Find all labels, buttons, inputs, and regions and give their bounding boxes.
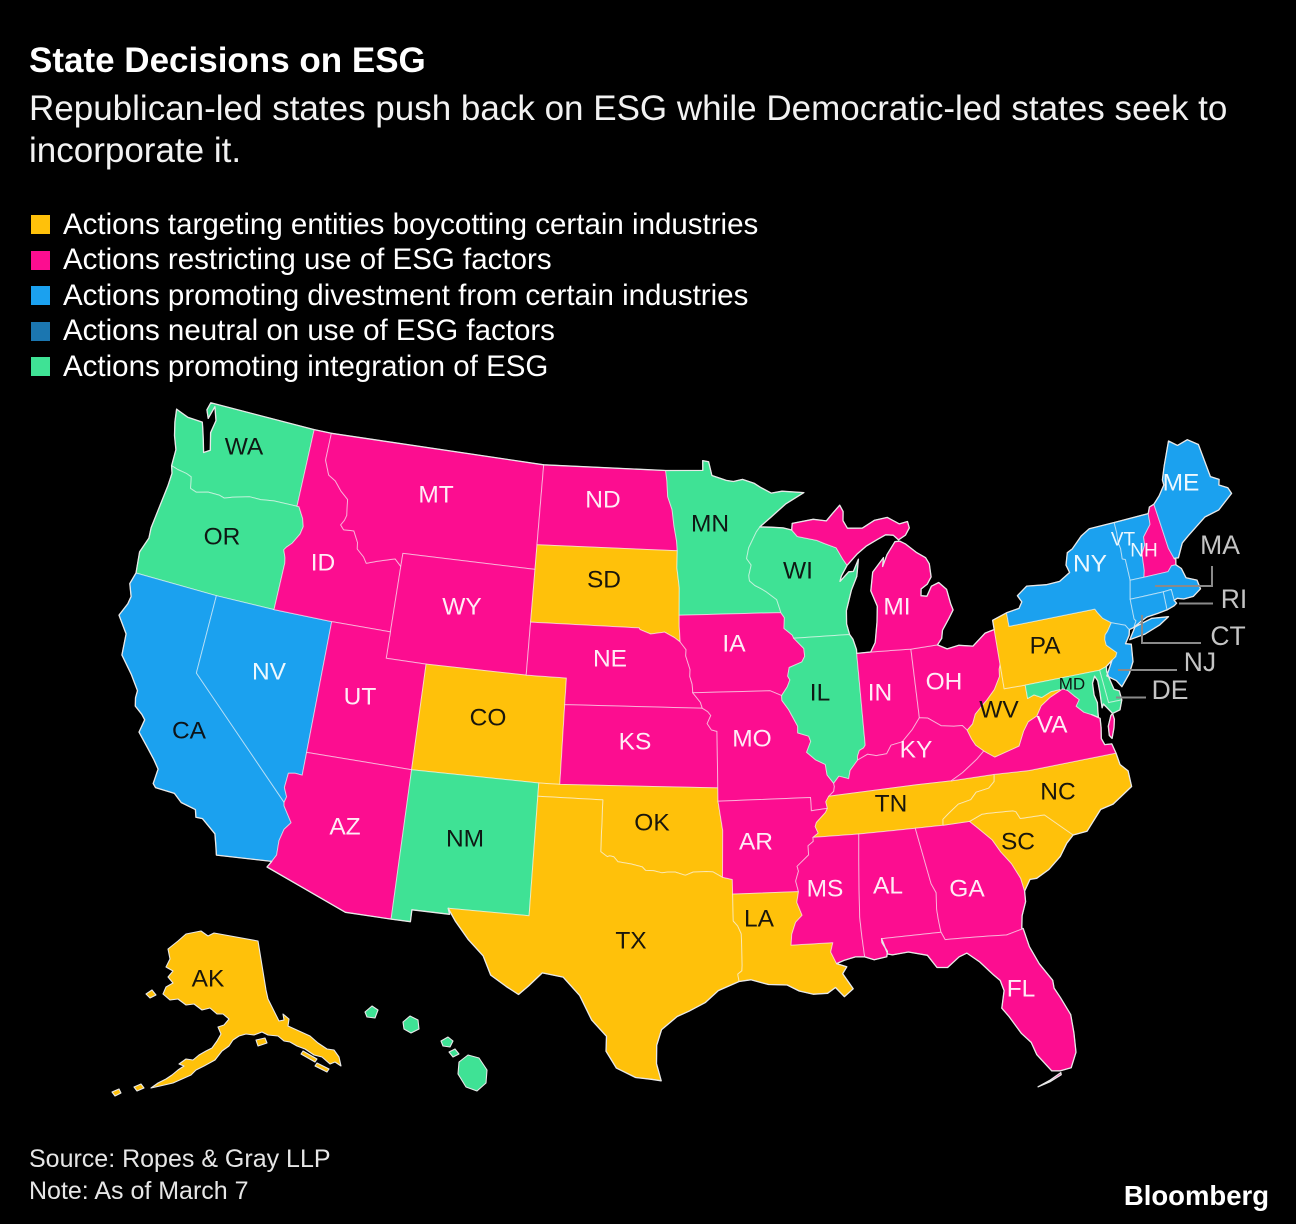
svg-text:MS: MS <box>807 876 844 903</box>
svg-text:AL: AL <box>873 873 903 900</box>
svg-text:SD: SD <box>587 567 621 594</box>
svg-text:NY: NY <box>1073 551 1107 578</box>
svg-text:IN: IN <box>868 680 893 707</box>
svg-text:WY: WY <box>442 594 481 621</box>
svg-text:VA: VA <box>1037 712 1069 739</box>
svg-text:ND: ND <box>585 487 620 514</box>
svg-text:FL: FL <box>1007 976 1036 1003</box>
svg-text:CT: CT <box>1210 621 1245 651</box>
svg-text:OK: OK <box>634 810 670 837</box>
svg-text:MO: MO <box>732 726 771 753</box>
svg-text:DE: DE <box>1152 675 1189 705</box>
svg-text:SC: SC <box>1001 829 1035 856</box>
svg-text:CA: CA <box>172 718 207 745</box>
svg-text:PA: PA <box>1030 633 1062 660</box>
svg-text:WV: WV <box>979 697 1019 724</box>
svg-text:KS: KS <box>619 729 652 756</box>
svg-text:OR: OR <box>204 524 241 551</box>
svg-text:LA: LA <box>744 906 775 933</box>
svg-text:NJ: NJ <box>1184 647 1216 677</box>
svg-text:WI: WI <box>783 558 813 585</box>
svg-text:TX: TX <box>615 928 646 955</box>
svg-text:MT: MT <box>418 482 453 509</box>
svg-text:UT: UT <box>344 684 377 711</box>
svg-text:MI: MI <box>883 594 910 621</box>
svg-text:MA: MA <box>1200 530 1240 560</box>
svg-text:AZ: AZ <box>329 814 360 841</box>
svg-text:WA: WA <box>225 434 264 461</box>
svg-text:RI: RI <box>1221 584 1248 614</box>
svg-text:AR: AR <box>739 829 773 856</box>
svg-text:NM: NM <box>446 826 484 853</box>
svg-text:IL: IL <box>810 680 830 707</box>
svg-text:AK: AK <box>192 966 225 993</box>
svg-text:NC: NC <box>1040 779 1075 806</box>
svg-text:ID: ID <box>311 550 336 577</box>
svg-text:NV: NV <box>252 659 287 686</box>
svg-text:MN: MN <box>691 511 729 538</box>
svg-text:GA: GA <box>949 876 985 903</box>
svg-text:NE: NE <box>593 646 627 673</box>
svg-text:KY: KY <box>900 737 933 764</box>
svg-text:NH: NH <box>1130 541 1157 562</box>
svg-text:VT: VT <box>1111 530 1136 551</box>
svg-text:OH: OH <box>926 669 963 696</box>
svg-text:CO: CO <box>470 705 507 732</box>
svg-text:ME: ME <box>1163 470 1200 497</box>
svg-text:TN: TN <box>875 791 908 818</box>
svg-text:IA: IA <box>722 631 746 658</box>
svg-text:MD: MD <box>1059 675 1085 694</box>
